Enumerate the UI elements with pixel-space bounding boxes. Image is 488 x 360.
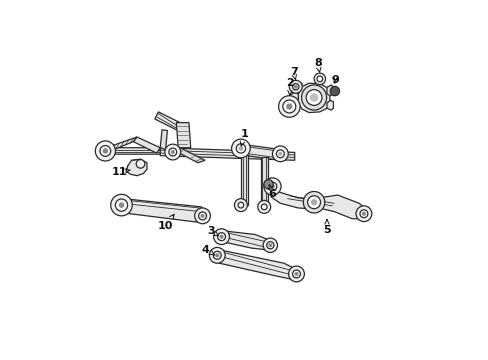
Circle shape	[268, 244, 271, 247]
Circle shape	[115, 199, 127, 211]
Polygon shape	[326, 85, 333, 96]
Circle shape	[288, 266, 304, 282]
Circle shape	[276, 150, 284, 158]
Text: 9: 9	[330, 75, 338, 85]
Text: 1: 1	[240, 129, 248, 146]
Polygon shape	[293, 83, 301, 94]
Circle shape	[362, 212, 365, 215]
Polygon shape	[289, 92, 298, 105]
Circle shape	[234, 199, 247, 212]
Circle shape	[292, 84, 298, 90]
Circle shape	[272, 146, 287, 162]
Polygon shape	[212, 250, 298, 280]
Circle shape	[95, 141, 115, 161]
Polygon shape	[219, 231, 272, 250]
Circle shape	[110, 194, 132, 216]
Circle shape	[239, 147, 242, 150]
Polygon shape	[169, 146, 204, 163]
Circle shape	[261, 204, 266, 210]
Circle shape	[310, 94, 317, 101]
Text: 7: 7	[289, 67, 297, 80]
Circle shape	[270, 185, 274, 188]
Polygon shape	[176, 123, 190, 148]
Circle shape	[236, 144, 245, 153]
Polygon shape	[241, 144, 280, 160]
Circle shape	[303, 192, 324, 213]
Circle shape	[294, 85, 297, 88]
Circle shape	[119, 203, 123, 207]
Text: 8: 8	[313, 58, 321, 72]
Circle shape	[282, 100, 295, 113]
Circle shape	[301, 85, 326, 110]
Text: 4: 4	[202, 244, 214, 255]
Circle shape	[278, 96, 300, 117]
Polygon shape	[117, 199, 205, 222]
Circle shape	[257, 201, 270, 213]
Polygon shape	[160, 148, 294, 160]
Circle shape	[213, 229, 229, 244]
Circle shape	[294, 273, 297, 275]
Polygon shape	[241, 155, 247, 205]
Circle shape	[264, 180, 273, 189]
Text: 2: 2	[286, 78, 294, 95]
Circle shape	[266, 242, 273, 249]
Circle shape	[305, 90, 321, 105]
Circle shape	[289, 80, 302, 93]
Polygon shape	[160, 130, 167, 149]
Circle shape	[217, 233, 225, 240]
Circle shape	[292, 270, 300, 278]
Circle shape	[316, 76, 322, 82]
Circle shape	[264, 178, 281, 195]
Circle shape	[238, 202, 244, 208]
Circle shape	[220, 235, 223, 238]
Circle shape	[286, 104, 291, 109]
Circle shape	[168, 148, 176, 156]
Polygon shape	[133, 137, 160, 153]
Polygon shape	[298, 83, 329, 113]
Circle shape	[278, 152, 281, 155]
Circle shape	[136, 159, 144, 168]
Text: 11: 11	[112, 167, 130, 177]
Text: 10: 10	[158, 214, 174, 231]
Circle shape	[164, 144, 180, 160]
Circle shape	[313, 73, 325, 85]
Polygon shape	[102, 148, 160, 154]
Circle shape	[198, 212, 206, 220]
Polygon shape	[326, 100, 333, 110]
Circle shape	[311, 200, 316, 205]
Text: 6: 6	[268, 185, 276, 199]
Circle shape	[209, 247, 224, 263]
Circle shape	[355, 206, 371, 222]
Text: 3: 3	[206, 226, 218, 236]
Circle shape	[201, 215, 203, 217]
Circle shape	[213, 251, 221, 259]
Circle shape	[329, 86, 339, 96]
Circle shape	[263, 238, 277, 252]
Polygon shape	[155, 112, 180, 130]
Circle shape	[194, 208, 210, 224]
Circle shape	[359, 210, 367, 218]
Circle shape	[215, 254, 218, 257]
Circle shape	[307, 196, 320, 209]
Polygon shape	[126, 159, 147, 176]
Circle shape	[267, 182, 276, 191]
Circle shape	[171, 150, 174, 153]
Circle shape	[103, 149, 107, 153]
Polygon shape	[171, 148, 178, 157]
Circle shape	[231, 139, 250, 158]
Polygon shape	[102, 137, 137, 154]
Text: 5: 5	[323, 219, 330, 235]
Polygon shape	[269, 184, 366, 219]
Polygon shape	[260, 157, 267, 207]
Circle shape	[100, 145, 110, 156]
